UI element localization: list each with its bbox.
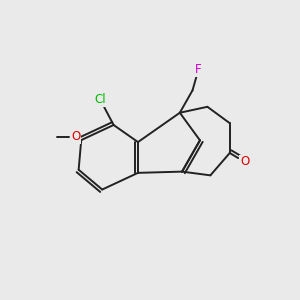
Text: O: O: [71, 130, 80, 143]
Text: F: F: [195, 63, 202, 76]
Text: Cl: Cl: [94, 93, 106, 106]
Text: O: O: [240, 155, 249, 168]
